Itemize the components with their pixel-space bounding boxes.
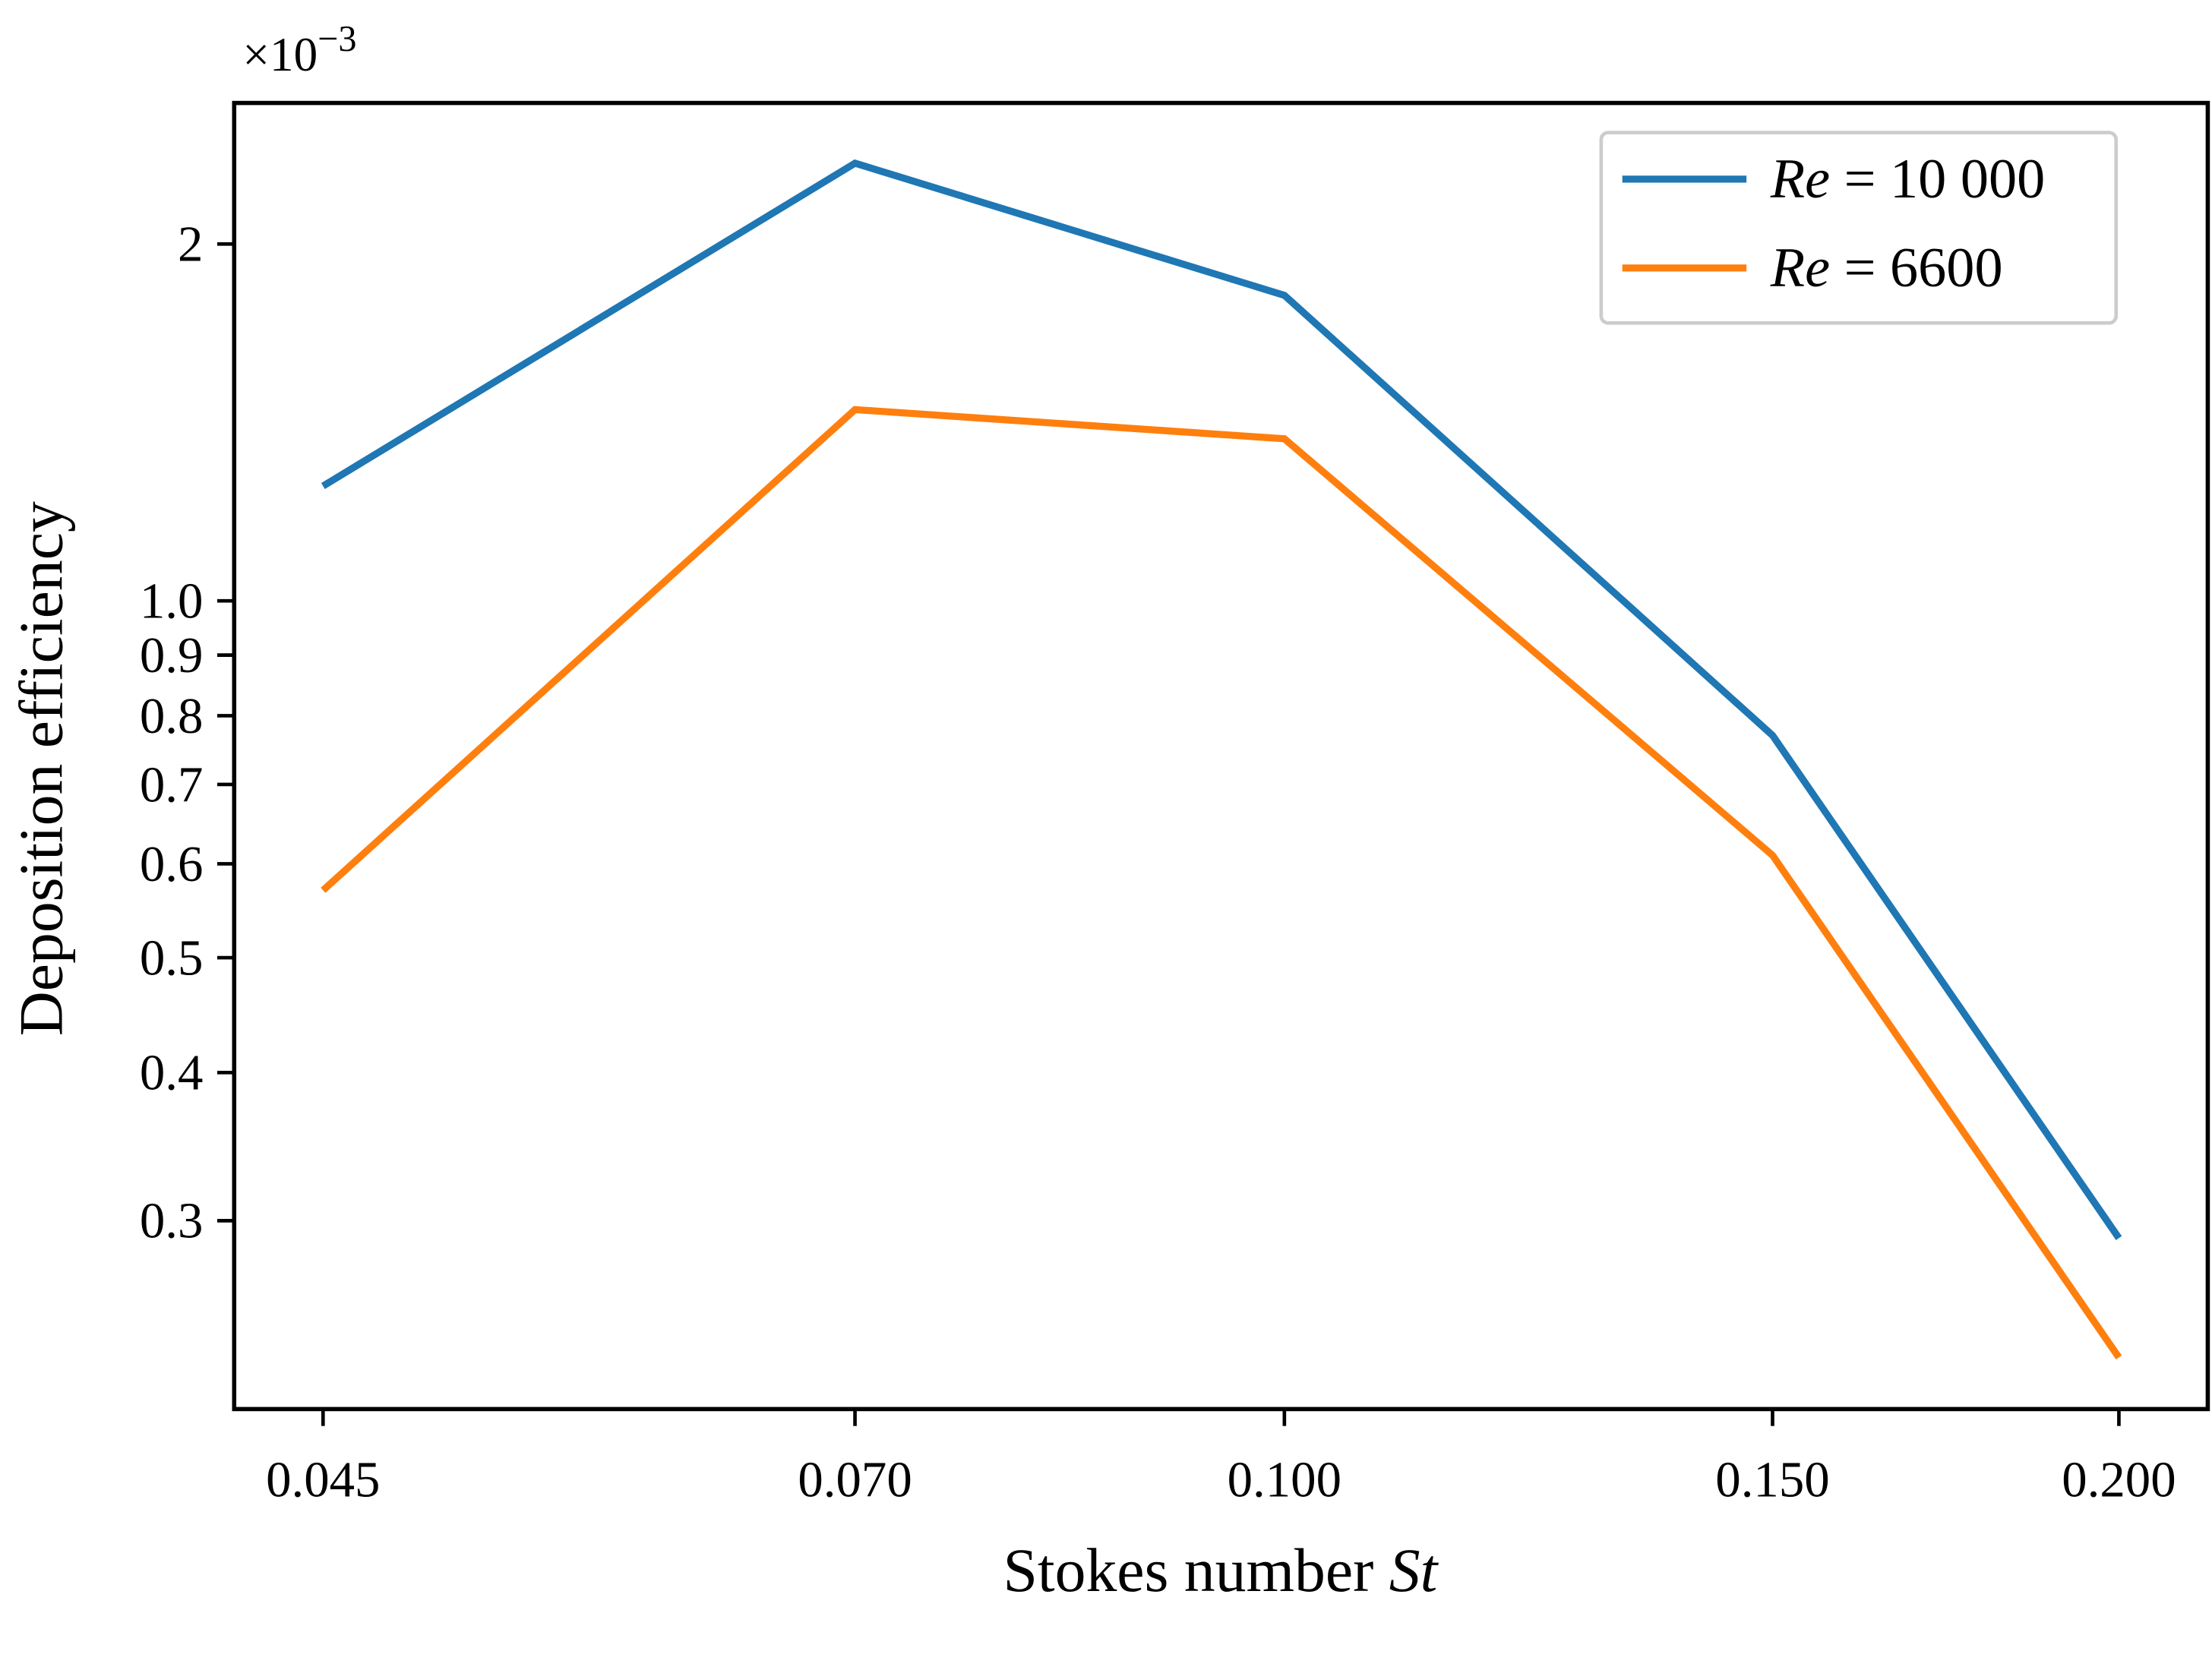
series-line-re-10000 <box>321 159 2122 1240</box>
x-tick-label: 0.150 <box>1715 1452 1829 1508</box>
y-tick-label: 2 <box>178 216 203 273</box>
y-tick-label: 0.6 <box>140 836 204 892</box>
y-tick-label: 0.4 <box>140 1045 204 1101</box>
x-axis-label: Stokes number St <box>1003 1536 1439 1605</box>
y-axis: 0.3 0.4 0.5 0.6 0.7 0.80.91.0 2 <box>140 216 235 1249</box>
y-tick-label: 0.5 <box>140 930 204 986</box>
y-tick-label: 0.7 <box>140 756 204 813</box>
y-tick-label: 0.3 <box>140 1193 204 1249</box>
axes-frame <box>232 100 2210 1412</box>
x-tick-label: 0.100 <box>1228 1452 1341 1508</box>
plot-area <box>232 100 2210 1412</box>
legend: Re = 10 000 Re = 6600 <box>1599 131 2119 325</box>
y-axis-label: Deposition efficiency <box>7 501 76 1036</box>
x-tick-label: 0.070 <box>798 1452 912 1508</box>
y-tick-label: 0.8 <box>140 688 204 744</box>
y-offset-text: ×10−3 <box>242 19 356 81</box>
series-layer <box>321 159 2122 1360</box>
y-tick-label: 1.0 <box>140 573 204 629</box>
series-line-re-6600 <box>321 406 2122 1360</box>
x-tick-label: 0.045 <box>266 1452 380 1508</box>
x-axis: 0.045 0.070 0.100 0.150 0.200 <box>266 1409 2176 1508</box>
legend-label-re-6600: Re = 6600 <box>1770 237 2003 299</box>
legend-label-re-10000: Re = 10 000 <box>1770 148 2046 210</box>
y-tick-label: 0.9 <box>140 627 204 683</box>
x-tick-label: 0.200 <box>2062 1452 2176 1508</box>
